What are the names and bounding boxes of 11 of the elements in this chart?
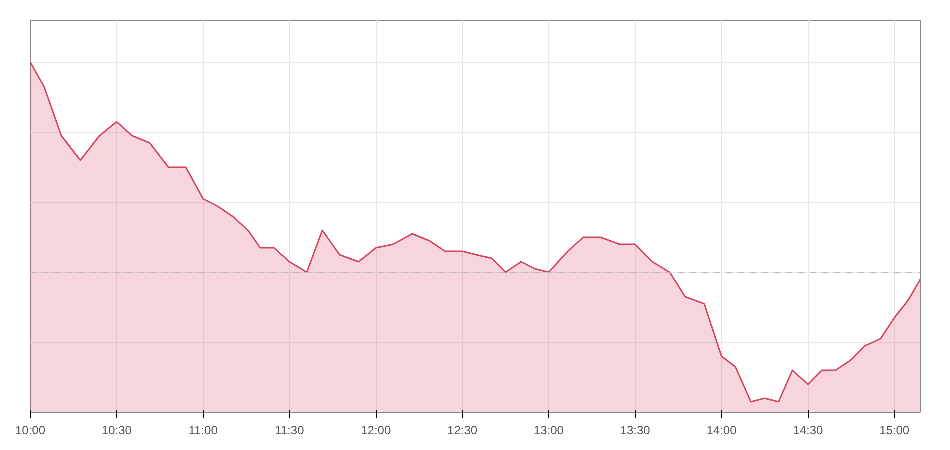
x-tick-label: 12:30 (448, 424, 478, 438)
x-tick-label: 14:30 (793, 424, 824, 438)
x-tick-label: 10:30 (102, 424, 132, 438)
x-tick-label: 15:00 (880, 424, 910, 438)
x-tick-label: 13:30 (620, 424, 651, 438)
x-tick-label: 14:00 (706, 424, 738, 438)
x-tick-label: 13:00 (534, 424, 564, 438)
x-tick-label: 12:00 (361, 424, 392, 438)
x-tick-label: 11:30 (275, 424, 305, 438)
x-tick-label: 10:00 (15, 424, 46, 438)
x-tick-label: 11:00 (188, 424, 218, 438)
